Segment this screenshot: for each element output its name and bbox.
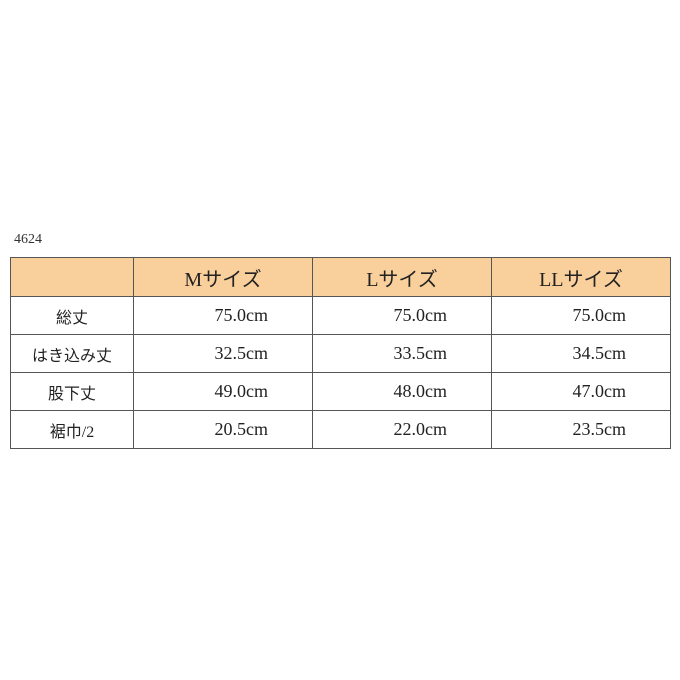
cell-value: 75.0cm	[133, 296, 313, 335]
row-label: 股下丈	[10, 372, 134, 411]
cell-value: 23.5cm	[491, 410, 671, 449]
cell-value: 34.5cm	[491, 334, 671, 373]
table-row: 股下丈 49.0cm 48.0cm 47.0cm	[10, 372, 671, 411]
cell-value: 47.0cm	[491, 372, 671, 411]
header-cell-l: Lサイズ	[312, 257, 492, 297]
row-label: 裾巾/2	[10, 410, 134, 449]
cell-value: 48.0cm	[312, 372, 492, 411]
cell-value: 22.0cm	[312, 410, 492, 449]
table-row: 総丈 75.0cm 75.0cm 75.0cm	[10, 296, 671, 335]
cell-value: 20.5cm	[133, 410, 313, 449]
table-row: 裾巾/2 20.5cm 22.0cm 23.5cm	[10, 410, 671, 449]
cell-value: 32.5cm	[133, 334, 313, 373]
cell-value: 75.0cm	[491, 296, 671, 335]
header-cell-empty	[10, 257, 134, 297]
header-cell-m: Mサイズ	[133, 257, 313, 297]
cell-value: 75.0cm	[312, 296, 492, 335]
header-cell-ll: LLサイズ	[491, 257, 671, 297]
product-code: 4624	[14, 232, 42, 247]
table-row: はき込み丈 32.5cm 33.5cm 34.5cm	[10, 334, 671, 373]
row-label: 総丈	[10, 296, 134, 335]
cell-value: 49.0cm	[133, 372, 313, 411]
row-label: はき込み丈	[10, 334, 134, 373]
header-row: Mサイズ Lサイズ LLサイズ	[10, 257, 671, 297]
cell-value: 33.5cm	[312, 334, 492, 373]
size-table: Mサイズ Lサイズ LLサイズ 総丈 75.0cm 75.0cm 75.0cm …	[10, 257, 671, 449]
